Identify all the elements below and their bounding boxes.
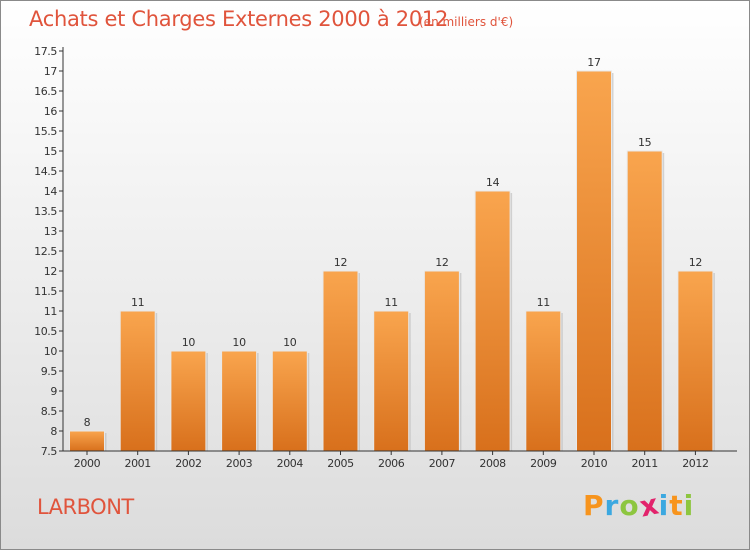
- logo-letter: t: [669, 489, 684, 522]
- y-tick-label: 17.5: [34, 45, 57, 58]
- y-tick-label: 13.5: [34, 205, 57, 218]
- bar-value-label: 14: [486, 176, 500, 189]
- bar-2011: [626, 150, 663, 452]
- logo-letter: o: [619, 489, 640, 522]
- y-tick-label: 11: [44, 305, 57, 318]
- y-tick-label: 14: [44, 185, 58, 198]
- x-tick-label: 2010: [581, 457, 608, 470]
- x-tick-label: 2003: [226, 457, 253, 470]
- x-axis: 2000 2001 2002 2003 2004 2005 2006 2007 2008 2009…: [63, 450, 737, 470]
- y-tick-label: 8: [50, 425, 57, 438]
- proxiti-logo[interactable]: Proxiti: [583, 487, 695, 523]
- y-tick-label: 13: [44, 225, 58, 238]
- bar-value-label: 15: [638, 136, 652, 149]
- x-tick-label: 2002: [175, 457, 201, 470]
- y-tick-label: 14.5: [34, 165, 57, 178]
- chart-subtitle: (en milliers d'€): [419, 15, 514, 29]
- x-tick-label: 2011: [631, 457, 657, 470]
- bar-2002: [170, 350, 207, 452]
- bar-2012: [677, 270, 714, 452]
- y-tick-label: 10: [44, 345, 58, 358]
- bar-value-label: 12: [435, 256, 448, 269]
- bars: 8 11 10 10 10 12 11 12 14 11 17 15 12: [69, 56, 715, 452]
- x-tick-label: 2004: [277, 457, 304, 470]
- bar-2007: [423, 270, 460, 452]
- bar-2000: [69, 430, 105, 452]
- y-tick-label: 7.5: [41, 445, 58, 458]
- y-tick-label: 17: [44, 65, 58, 78]
- bar-value-label: 12: [334, 256, 347, 269]
- bar-value-label: 12: [689, 256, 702, 269]
- commune-name: LARBONT: [37, 495, 134, 519]
- bar-2004: [271, 350, 308, 452]
- y-tick-label: 12.5: [34, 245, 57, 258]
- bar-value-label: 17: [587, 56, 601, 69]
- x-tick-label: 2001: [124, 457, 150, 470]
- bar-2003: [221, 350, 258, 452]
- y-tick-label: 9.5: [41, 365, 58, 378]
- bar-2005: [322, 270, 359, 452]
- y-tick-label: 16: [44, 105, 58, 118]
- bar-value-label: 10: [283, 336, 297, 349]
- bar-value-label: 11: [384, 296, 397, 309]
- x-tick-label: 2000: [74, 457, 101, 470]
- y-tick-label: 15.5: [34, 125, 57, 138]
- bar-value-label: 10: [182, 336, 196, 349]
- y-tick-label: 11.5: [34, 285, 57, 298]
- logo-letter: P: [583, 489, 605, 522]
- y-tick-label: 12: [44, 265, 57, 278]
- y-tick-label: 8.5: [41, 405, 58, 418]
- y-tick-label: 10.5: [34, 325, 57, 338]
- bar-value-label: 11: [131, 296, 144, 309]
- x-tick-label: 2009: [530, 457, 557, 470]
- chart-title: Achats et Charges Externes 2000 à 2012: [29, 7, 449, 31]
- bar-2001: [119, 310, 156, 452]
- bar-2010: [576, 70, 612, 452]
- bar-2006: [373, 310, 410, 452]
- bar-value-label: 8: [84, 416, 91, 429]
- y-tick-label: 15: [44, 145, 58, 158]
- y-tick-label: 9: [50, 385, 57, 398]
- logo-letter: r: [604, 489, 620, 522]
- logo-letter: i: [658, 489, 670, 522]
- y-tick-label: 16.5: [34, 85, 57, 98]
- y-axis: 7.5 8 8.5 9 9.5 10 10.5 11 11.5 12 12.5 13 13.5 14 14.…: [34, 45, 64, 458]
- x-tick-label: 2012: [682, 457, 708, 470]
- x-tick-label: 2006: [378, 457, 405, 470]
- bar-2009: [525, 310, 562, 452]
- bar-value-label: 11: [537, 296, 550, 309]
- logo-letter: i: [683, 489, 695, 522]
- x-tick-label: 2008: [479, 457, 506, 470]
- x-tick-label: 2007: [429, 457, 456, 470]
- bar-2008: [474, 190, 511, 452]
- bar-value-label: 10: [232, 336, 246, 349]
- x-tick-label: 2005: [327, 457, 354, 470]
